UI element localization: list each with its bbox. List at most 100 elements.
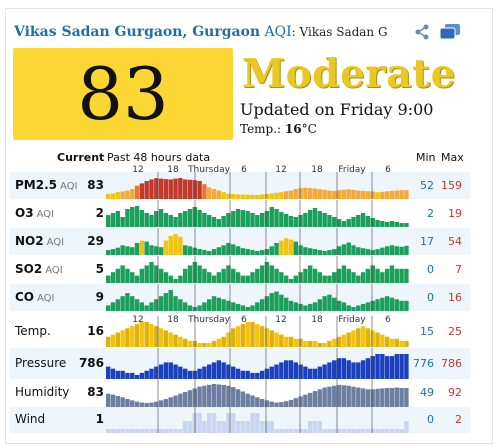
- bar: [221, 268, 226, 283]
- time-tick-label: 12: [132, 165, 143, 175]
- bar: [274, 291, 279, 311]
- sparkline-o3[interactable]: [106, 200, 409, 227]
- bar: [207, 251, 212, 255]
- bar: [211, 296, 217, 311]
- bar: [269, 401, 274, 407]
- sparkline-co[interactable]: [106, 284, 409, 311]
- bar: [231, 194, 236, 199]
- bar: [283, 275, 289, 283]
- row-max-value: 19: [448, 206, 462, 220]
- bar: [197, 386, 202, 407]
- bar: [264, 296, 270, 311]
- bar: [144, 429, 149, 433]
- bar: [216, 338, 222, 347]
- bar: [346, 242, 351, 255]
- bar: [130, 207, 135, 227]
- bar: [312, 188, 318, 199]
- sparkline-pressure[interactable]: [106, 348, 409, 379]
- bar: [370, 265, 375, 283]
- bar: [341, 358, 347, 379]
- bar: [144, 213, 149, 227]
- row-pm25: PM2.5 AQI 83 52 159: [10, 172, 470, 199]
- bar: [351, 245, 356, 255]
- share-icon[interactable]: [414, 24, 430, 40]
- row-label-text: Temp.: [15, 323, 51, 338]
- bar: [346, 429, 351, 433]
- bar: [250, 372, 255, 379]
- bar: [216, 297, 222, 311]
- bar: [312, 340, 318, 347]
- bar: [240, 210, 246, 227]
- bar: [351, 217, 356, 227]
- bar: [106, 336, 111, 347]
- bar: [144, 322, 149, 347]
- bar: [235, 272, 241, 283]
- sparkline-no2[interactable]: [106, 228, 409, 255]
- sparkline-wind[interactable]: [106, 407, 409, 433]
- bar: [298, 215, 303, 227]
- bar: [202, 343, 207, 347]
- city-name[interactable]: Vikas Sadan Gurgaon, Gurgaon: [14, 24, 261, 40]
- bar: [130, 400, 135, 407]
- bar: [202, 184, 207, 199]
- bar: [351, 386, 356, 407]
- bar: [336, 429, 342, 433]
- bar: [365, 249, 371, 255]
- sparkline-temp[interactable]: [106, 316, 409, 347]
- sparkline-humidity[interactable]: [106, 378, 409, 407]
- bar: [125, 429, 130, 433]
- bar: [134, 299, 140, 311]
- bar: [202, 421, 207, 433]
- bar: [351, 307, 356, 311]
- bar: [216, 421, 222, 433]
- bar: [384, 336, 390, 347]
- bar: [317, 250, 323, 255]
- bar: [125, 246, 130, 255]
- bar: [149, 324, 154, 347]
- bar: [259, 213, 265, 227]
- bar: [336, 246, 342, 255]
- bar: [312, 302, 318, 311]
- row-label-text: SO2: [15, 261, 43, 276]
- bar: [245, 275, 250, 283]
- bar: [327, 340, 332, 347]
- bar: [158, 209, 164, 227]
- bar: [202, 385, 207, 407]
- row-max-value: 92: [448, 385, 462, 399]
- bar: [327, 386, 332, 407]
- bar: [303, 340, 308, 347]
- bar: [231, 413, 236, 433]
- bar: [298, 338, 303, 347]
- bar: [370, 330, 375, 347]
- bar: [120, 296, 125, 311]
- bar: [259, 194, 265, 199]
- bar: [130, 247, 135, 255]
- bar: [211, 188, 217, 199]
- bar: [288, 279, 294, 283]
- bar: [279, 294, 284, 311]
- bar: [187, 390, 193, 407]
- row-max-value: 25: [448, 324, 462, 338]
- bar: [163, 330, 169, 347]
- row-max-value: 16: [448, 290, 462, 304]
- bar: [115, 192, 121, 199]
- sparkline-pm25[interactable]: [106, 172, 409, 199]
- row-label-text: CO: [15, 289, 35, 304]
- row-wind: Wind 1 0 2: [10, 407, 470, 433]
- sparkline-so2[interactable]: [106, 256, 409, 283]
- bar: [255, 372, 260, 379]
- bar: [182, 179, 188, 199]
- bar: [221, 336, 226, 347]
- time-tick-label: 18: [311, 165, 323, 175]
- bar: [264, 368, 270, 379]
- bar: [269, 366, 274, 379]
- bar: [226, 265, 231, 283]
- bar: [308, 303, 313, 311]
- time-tick-label: Friday: [338, 165, 366, 175]
- bar: [264, 262, 270, 283]
- bar: [279, 240, 284, 255]
- bar: [375, 268, 380, 283]
- widget-icon[interactable]: [439, 23, 461, 41]
- bar: [149, 402, 154, 407]
- bar: [216, 219, 222, 227]
